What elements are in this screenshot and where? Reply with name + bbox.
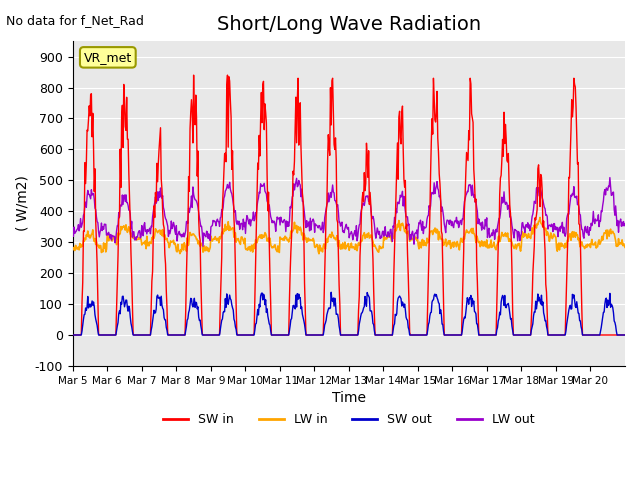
X-axis label: Time: Time — [332, 391, 366, 405]
Text: VR_met: VR_met — [84, 51, 132, 64]
Title: Short/Long Wave Radiation: Short/Long Wave Radiation — [217, 15, 481, 34]
Text: No data for f_Net_Rad: No data for f_Net_Rad — [6, 14, 144, 27]
Y-axis label: ( W/m2): ( W/m2) — [15, 176, 29, 231]
Legend: SW in, LW in, SW out, LW out: SW in, LW in, SW out, LW out — [158, 408, 540, 431]
